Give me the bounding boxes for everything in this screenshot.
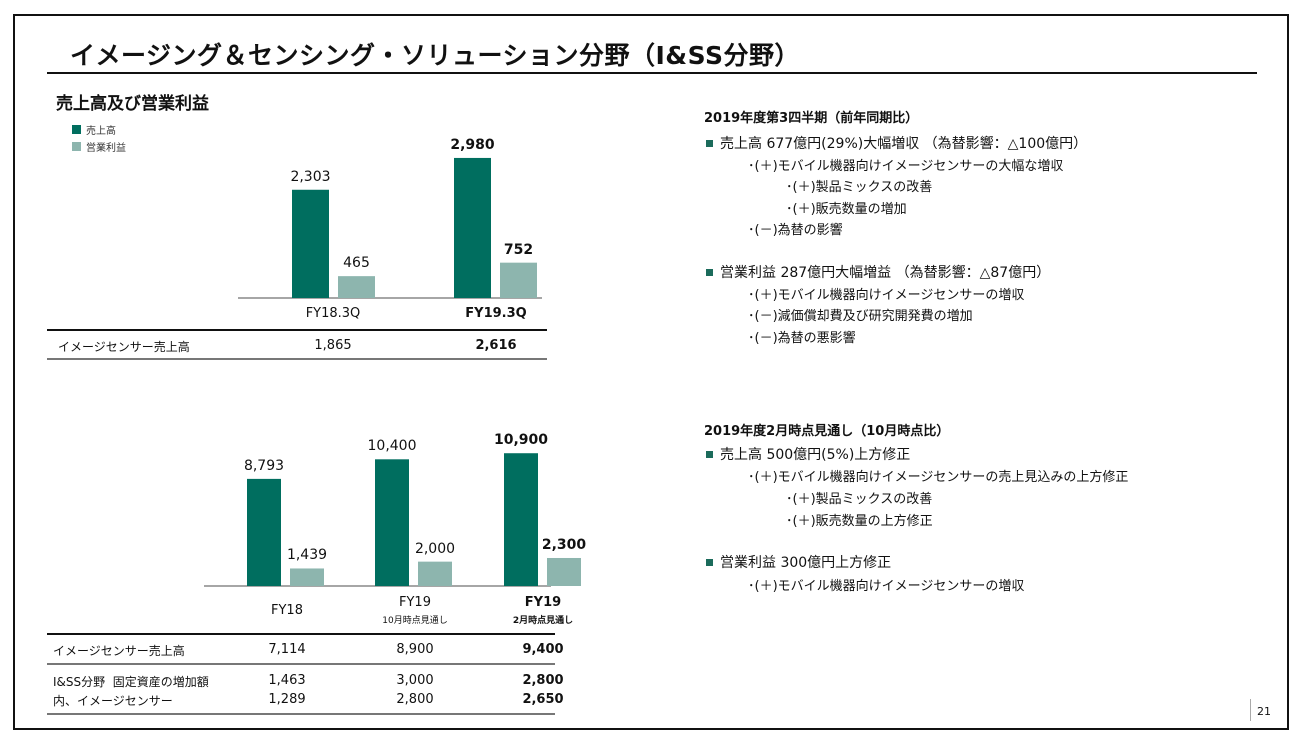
data-label: 752 [503,241,534,258]
bar-operating-income [500,262,537,298]
x-tick-label: FY19 [399,595,431,610]
table-rule [47,633,555,635]
bar-operating-income [418,561,452,586]
x-tick-sublabel: 10月時点見通し [382,616,448,626]
bar-sales [504,453,538,586]
table-rule [47,663,555,665]
table-cell: 9,400 [522,642,564,657]
square-bullet-icon [706,450,713,458]
table-cell: 8,900 [396,642,434,657]
table-cell: 1,463 [268,673,306,688]
table-cell: 2,650 [522,692,564,707]
forecast-sales-item: ･(＋)モバイル機器向けイメージセンサーの売上見込みの上方修正 [748,470,1129,485]
forecast-sales-item: ･(＋)製品ミックスの改善 [786,492,933,507]
q3-op-bullet: 営業利益 287億円大幅増益 （為替影響：△87億円） [706,262,1050,282]
page-number-separator [1250,699,1251,721]
section-subtitle: 売上高及び営業利益 [56,94,209,114]
chart-legend: 売上高 営業利益 [72,121,126,155]
bar-sales [375,459,409,586]
data-label: 1,439 [286,547,328,564]
data-label: 10,900 [493,432,549,449]
x-tick-label: FY18 [271,603,303,618]
q3-op-item: ･(－)減価償却費及び研究開発費の増加 [748,309,973,324]
table-cell: 2,800 [396,692,434,707]
table-row-label: 内、イメージセンサー [53,694,173,708]
table-row-label: I&SS分野 固定資産の増加額 [53,675,209,689]
table-cell: 2,800 [522,673,564,688]
bar-operating-income [338,276,375,298]
q3-heading: 2019年度第3四半期（前年同期比） [704,111,919,126]
slide-frame [13,14,1289,730]
legend-label: 売上高 [86,126,116,137]
q3-sales-bullet: 売上高 677億円(29%)大幅増収 （為替影響：△100億円） [706,133,1087,153]
forecast-heading: 2019年度2月時点見通し（10月時点比） [704,424,950,439]
bar-sales [454,157,491,298]
forecast-sales-bullet: 売上高 500億円(5%)上方修正 [706,444,910,464]
bullet-text: 売上高 500億円(5%)上方修正 [720,447,911,463]
table-cell: 1,289 [268,692,306,707]
q3-sales-item: ･(＋)モバイル機器向けイメージセンサーの大幅な増収 [748,159,1064,174]
table-cell: 7,114 [268,642,306,657]
x-tick-sublabel: 2月時点見通し [512,616,574,626]
bullet-text: 売上高 677億円(29%)大幅増収 （為替影響：△100億円） [720,136,1088,152]
bullet-text: 営業利益 300億円上方修正 [720,555,892,571]
x-tick-label: FY19.3Q [465,306,527,321]
data-label: 10,400 [367,438,417,455]
legend-swatch-sales [72,125,81,134]
legend-label: 営業利益 [86,143,126,154]
legend-item-operating-income: 営業利益 [72,138,126,155]
square-bullet-icon [706,558,713,566]
data-label: 8,793 [243,457,285,474]
title-underline [47,72,1257,74]
table-row-label: イメージセンサー売上高 [53,644,185,658]
table-rule [47,329,547,331]
page-number: 21 [1257,705,1271,718]
data-label: 2,303 [290,168,331,185]
table-rule [47,358,547,360]
bar-sales [247,478,281,586]
q3-sales-item: ･(－)為替の影響 [748,223,843,238]
data-label: 465 [343,255,370,272]
q3-sales-item: ･(＋)販売数量の増加 [786,202,907,217]
table-cell: 1,865 [314,338,352,353]
page-title: イメージング＆センシング・ソリューション分野（I&SS分野） [70,41,800,70]
forecast-sales-item: ･(＋)販売数量の上方修正 [786,514,933,529]
data-label: 2,000 [414,540,456,557]
bullet-text: 営業利益 287億円大幅増益 （為替影響：△87億円） [720,265,1051,281]
table-cell: 3,000 [396,673,434,688]
data-label: 2,980 [450,136,495,153]
bar-sales [292,189,329,298]
square-bullet-icon [706,268,713,276]
table-cell: 2,616 [475,338,517,353]
q3-sales-item: ･(＋)製品ミックスの改善 [786,180,933,195]
x-tick-label: FY18.3Q [305,306,361,321]
q3-op-item: ･(＋)モバイル機器向けイメージセンサーの増収 [748,288,1025,303]
data-label: 2,300 [541,536,587,553]
forecast-op-bullet: 営業利益 300億円上方修正 [706,552,891,572]
bar-operating-income [290,568,324,586]
bar-operating-income [547,557,581,586]
q3-op-item: ･(－)為替の悪影響 [748,331,856,346]
forecast-op-item: ･(＋)モバイル機器向けイメージセンサーの増収 [748,579,1025,594]
square-bullet-icon [706,139,713,147]
table-rule [47,713,555,715]
table-row-label: イメージセンサー売上高 [58,340,190,354]
legend-swatch-operating-income [72,142,81,151]
legend-item-sales: 売上高 [72,121,126,138]
x-tick-label: FY19 [524,595,562,610]
